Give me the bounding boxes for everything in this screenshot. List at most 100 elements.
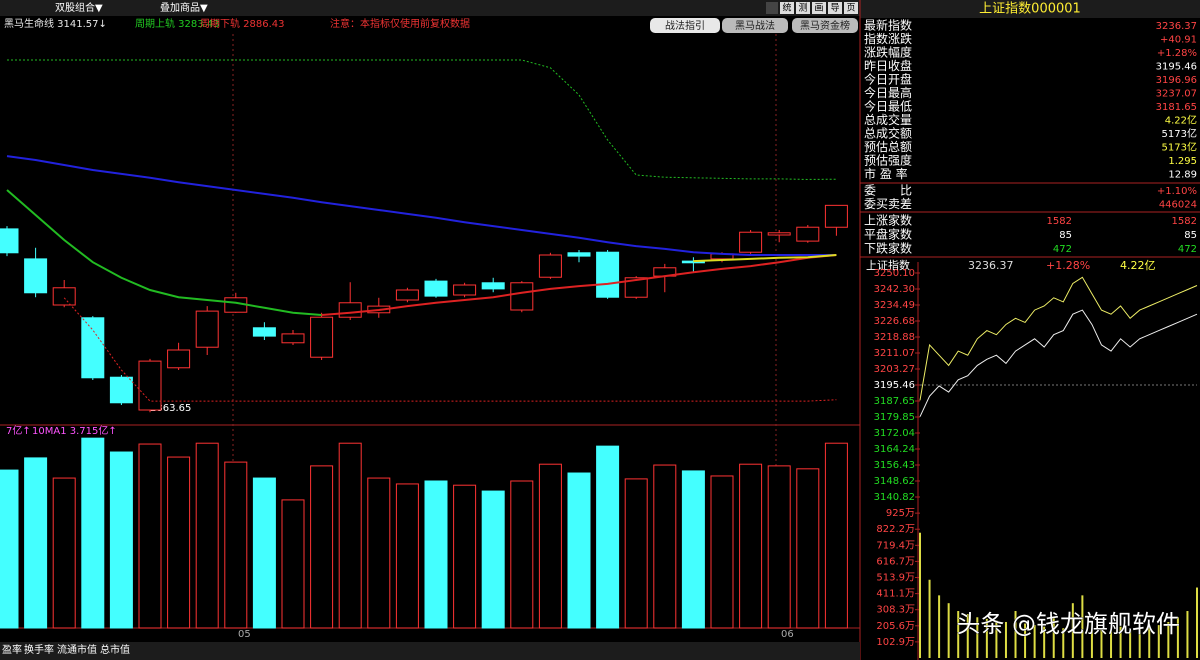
tool-label: 测 bbox=[798, 3, 807, 14]
watermark: 头条 @钱龙旗舰软件 bbox=[956, 610, 1180, 638]
quote-title: 上证指数000001 bbox=[979, 2, 1081, 17]
quote-label: 下跌家数 bbox=[864, 241, 912, 256]
tab[interactable]: 换手率 bbox=[24, 643, 54, 656]
volume-bar bbox=[224, 461, 248, 629]
y-tick-label: 3250.10 bbox=[874, 268, 915, 279]
y-tick-label: 3172.04 bbox=[874, 428, 915, 439]
v-tick-label: 205.6万 bbox=[876, 621, 915, 632]
volume-bar bbox=[52, 477, 76, 629]
candle-body bbox=[252, 327, 276, 337]
candle-body bbox=[81, 317, 105, 379]
y-tick-label: 3195.46 bbox=[874, 380, 915, 391]
menu[interactable]: 双股组合▼ bbox=[55, 1, 103, 14]
quote-label: 平盘家数 bbox=[864, 227, 912, 242]
tab-button[interactable] bbox=[792, 18, 858, 33]
tab[interactable]: 总市值 bbox=[100, 643, 130, 656]
volume-bar bbox=[510, 480, 534, 629]
volume-label: 7亿↑ bbox=[6, 424, 31, 437]
quote-value: 12.89 bbox=[1168, 170, 1197, 181]
quote-header bbox=[860, 0, 1200, 18]
quote-value: 85 bbox=[1059, 230, 1072, 241]
v-tick-label: 102.9万 bbox=[876, 637, 915, 648]
legend-item: 注意：本指标仅使用前复权数据 bbox=[330, 17, 470, 30]
toolbar bbox=[0, 0, 860, 16]
v-tick-label: 513.9万 bbox=[876, 573, 915, 584]
tool-label: 画 bbox=[814, 3, 823, 14]
volume-bar bbox=[538, 463, 562, 629]
tool-button[interactable] bbox=[828, 2, 842, 14]
candle-body bbox=[24, 258, 48, 294]
candle-body bbox=[739, 231, 763, 253]
volume-bar bbox=[481, 490, 505, 629]
y-tick-label: 3242.30 bbox=[874, 284, 915, 295]
volume-bar bbox=[453, 484, 477, 629]
tool-icon[interactable] bbox=[766, 2, 778, 14]
tab[interactable]: 盈率 bbox=[2, 643, 22, 656]
quote-label: 昨日收盘 bbox=[864, 58, 912, 73]
volume-bar bbox=[281, 499, 305, 629]
quote-value: 5173亿 bbox=[1162, 141, 1197, 154]
volume-bar bbox=[739, 463, 763, 629]
quote-value: 3196.96 bbox=[1156, 75, 1197, 86]
tab-button[interactable] bbox=[722, 18, 788, 33]
candle-body bbox=[538, 254, 562, 278]
intraday-price: 3236.37 bbox=[968, 259, 1014, 272]
tab[interactable]: 流通市值 bbox=[57, 643, 97, 656]
quote-value: 1582 bbox=[1172, 216, 1197, 227]
quote-value: +1.28% bbox=[1157, 48, 1197, 59]
tool-button[interactable] bbox=[844, 2, 858, 14]
indicator-line bbox=[693, 254, 837, 263]
candle-body bbox=[567, 252, 591, 257]
quote-label: 上涨家数 bbox=[864, 213, 912, 228]
y-tick-label: 3226.68 bbox=[874, 316, 915, 327]
volume-bar bbox=[395, 483, 419, 629]
tool-label: 页 bbox=[846, 3, 855, 14]
candle-body bbox=[453, 284, 477, 296]
candle-body bbox=[167, 349, 191, 369]
quote-label: 最新指数 bbox=[864, 18, 912, 33]
y-tick-label: 3187.65 bbox=[874, 396, 915, 407]
quote-label: 委 比 bbox=[864, 184, 912, 198]
tab-button-label: 黑马资金榜 bbox=[800, 19, 850, 32]
tool-label: 统 bbox=[782, 2, 791, 14]
volume-bar bbox=[338, 442, 362, 629]
volume-bar bbox=[109, 451, 133, 629]
quote-label: 涨跌幅度 bbox=[864, 45, 912, 60]
quote-label: 今日最低 bbox=[864, 99, 912, 114]
indicator-line bbox=[321, 254, 837, 316]
volume-bar bbox=[624, 478, 648, 629]
volume-bar bbox=[596, 445, 620, 629]
quote-label: 委买卖差 bbox=[864, 197, 912, 211]
volume-bar bbox=[767, 465, 791, 629]
candle-body bbox=[824, 204, 848, 228]
candle-body bbox=[510, 282, 534, 311]
y-tick-label: 3156.43 bbox=[874, 460, 915, 471]
tool-button[interactable] bbox=[796, 2, 810, 14]
volume-bar bbox=[796, 468, 820, 629]
candle-body bbox=[624, 277, 648, 298]
candle-body bbox=[138, 360, 162, 411]
y-tick-label: 3179.85 bbox=[874, 412, 915, 423]
candle-body bbox=[424, 280, 448, 297]
quote-label: 预估强度 bbox=[864, 153, 912, 168]
v-tick-label: 616.7万 bbox=[876, 556, 915, 567]
volume-bar bbox=[710, 475, 734, 629]
quote-value: 4.22亿 bbox=[1165, 114, 1197, 127]
candle-body bbox=[481, 282, 505, 290]
quote-value: 5173亿 bbox=[1162, 127, 1197, 140]
volume-bar bbox=[424, 480, 448, 629]
tool-button[interactable] bbox=[780, 2, 794, 14]
volume-bar bbox=[252, 477, 276, 629]
menu[interactable]: 叠加商品▼ bbox=[160, 1, 208, 14]
tab-bar bbox=[0, 642, 860, 660]
intraday-name: 上证指数 bbox=[866, 258, 910, 272]
tab-button[interactable] bbox=[650, 18, 720, 33]
quote-value: +1.10% bbox=[1157, 186, 1197, 197]
quote-value: 1582 bbox=[1047, 216, 1072, 227]
volume-bar bbox=[653, 464, 677, 629]
quote-value: 1.295 bbox=[1168, 156, 1197, 167]
volume-bar bbox=[195, 442, 219, 629]
tool-button[interactable] bbox=[812, 2, 826, 14]
quote-value: 3237.07 bbox=[1156, 89, 1197, 100]
candle-body bbox=[310, 316, 334, 358]
